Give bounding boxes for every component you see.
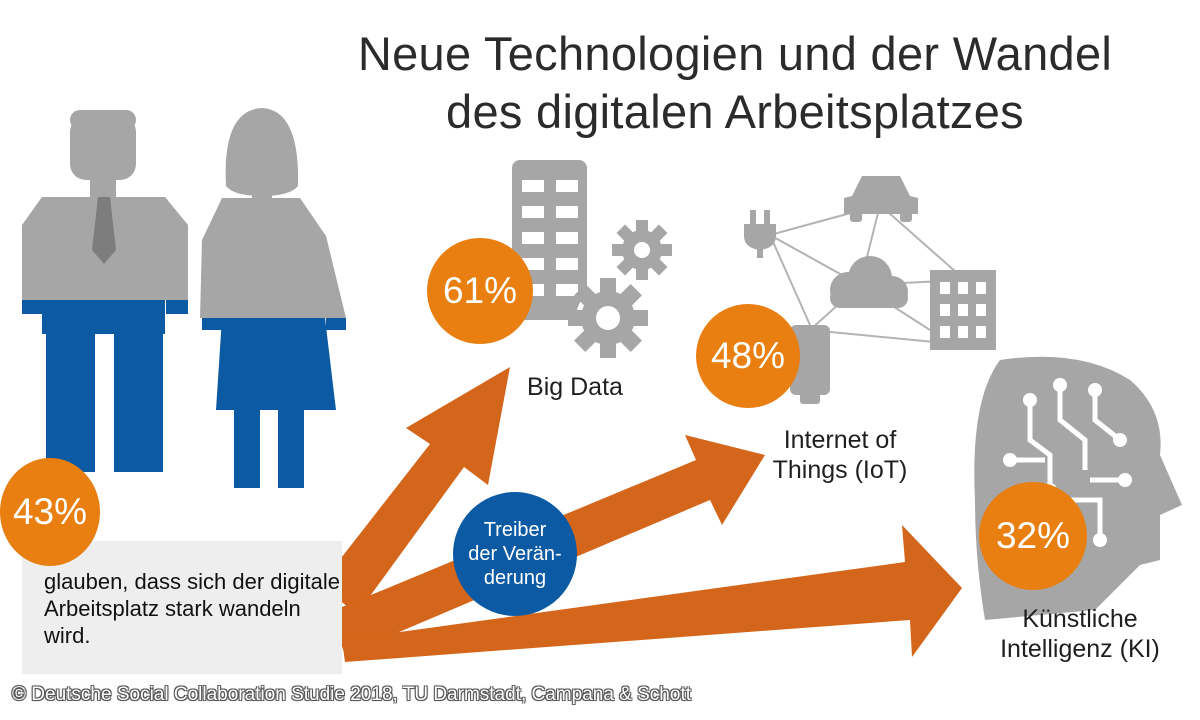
woman-icon — [200, 108, 346, 488]
title-line-2: des digitalen Arbeitsplatzes — [446, 85, 1024, 138]
iot-percent-badge: 48% — [696, 304, 800, 408]
big-data-percent-badge: 61% — [427, 238, 533, 344]
statement-text: glauben, dass sich der digitale Arbeitsp… — [44, 569, 340, 648]
source-credit: © Deutsche Social Collaboration Studie 2… — [12, 684, 691, 705]
ki-percent-badge: 32% — [979, 482, 1087, 590]
statement-percent-badge: 43% — [0, 458, 100, 566]
ki-label: Künstliche Intelligenz (KI) — [1000, 605, 1160, 663]
arrows — [320, 367, 962, 662]
driver-line-3: derung — [483, 567, 547, 589]
title-line-1: Neue Technologien und der Wandel — [357, 27, 1113, 80]
driver-line-1: Treiber — [483, 519, 547, 541]
statement-box — [22, 541, 342, 674]
big-data-label: Big Data — [527, 373, 623, 401]
man-icon — [22, 110, 188, 472]
iot-label: Internet of Things (IoT) — [772, 426, 908, 484]
driver-of-change-badge: Treiber der Verän- derung — [453, 492, 577, 616]
server-gears-icon — [512, 160, 672, 358]
arrow-ki — [342, 525, 962, 662]
arrow-big-data — [320, 367, 510, 614]
network-cloud-icon — [744, 176, 996, 404]
driver-line-2: der Verän- — [468, 543, 562, 565]
